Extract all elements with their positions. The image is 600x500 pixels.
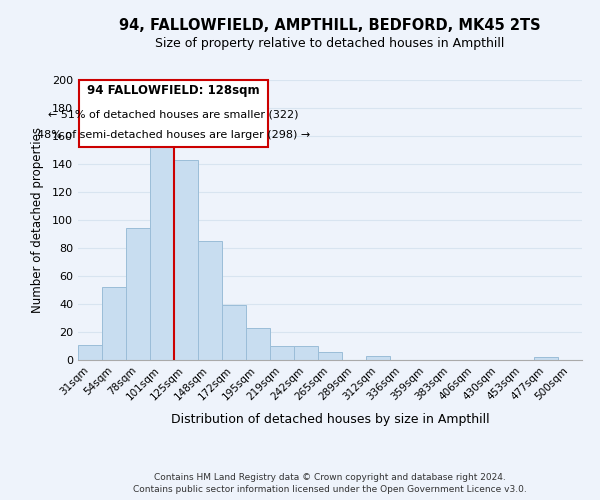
Bar: [198, 241, 222, 360]
FancyBboxPatch shape: [79, 80, 268, 147]
Text: 48% of semi-detached houses are larger (298) →: 48% of semi-detached houses are larger (…: [37, 130, 310, 140]
Bar: [318, 352, 342, 360]
Bar: [150, 142, 174, 360]
Bar: [270, 346, 294, 360]
Bar: [174, 160, 198, 360]
Text: 94, FALLOWFIELD, AMPTHILL, BEDFORD, MK45 2TS: 94, FALLOWFIELD, AMPTHILL, BEDFORD, MK45…: [119, 18, 541, 32]
Text: Contains HM Land Registry data © Crown copyright and database right 2024.: Contains HM Land Registry data © Crown c…: [154, 472, 506, 482]
Bar: [366, 356, 390, 360]
Bar: [222, 306, 246, 360]
Bar: [534, 357, 558, 360]
Bar: [126, 228, 150, 360]
Bar: [78, 344, 102, 360]
Y-axis label: Number of detached properties: Number of detached properties: [31, 127, 44, 313]
Text: ← 51% of detached houses are smaller (322): ← 51% of detached houses are smaller (32…: [48, 110, 299, 120]
X-axis label: Distribution of detached houses by size in Ampthill: Distribution of detached houses by size …: [170, 413, 490, 426]
Text: Contains public sector information licensed under the Open Government Licence v3: Contains public sector information licen…: [133, 485, 527, 494]
Text: 94 FALLOWFIELD: 128sqm: 94 FALLOWFIELD: 128sqm: [87, 84, 260, 97]
Text: Size of property relative to detached houses in Ampthill: Size of property relative to detached ho…: [155, 38, 505, 51]
Bar: [246, 328, 270, 360]
Bar: [294, 346, 318, 360]
Bar: [102, 287, 126, 360]
